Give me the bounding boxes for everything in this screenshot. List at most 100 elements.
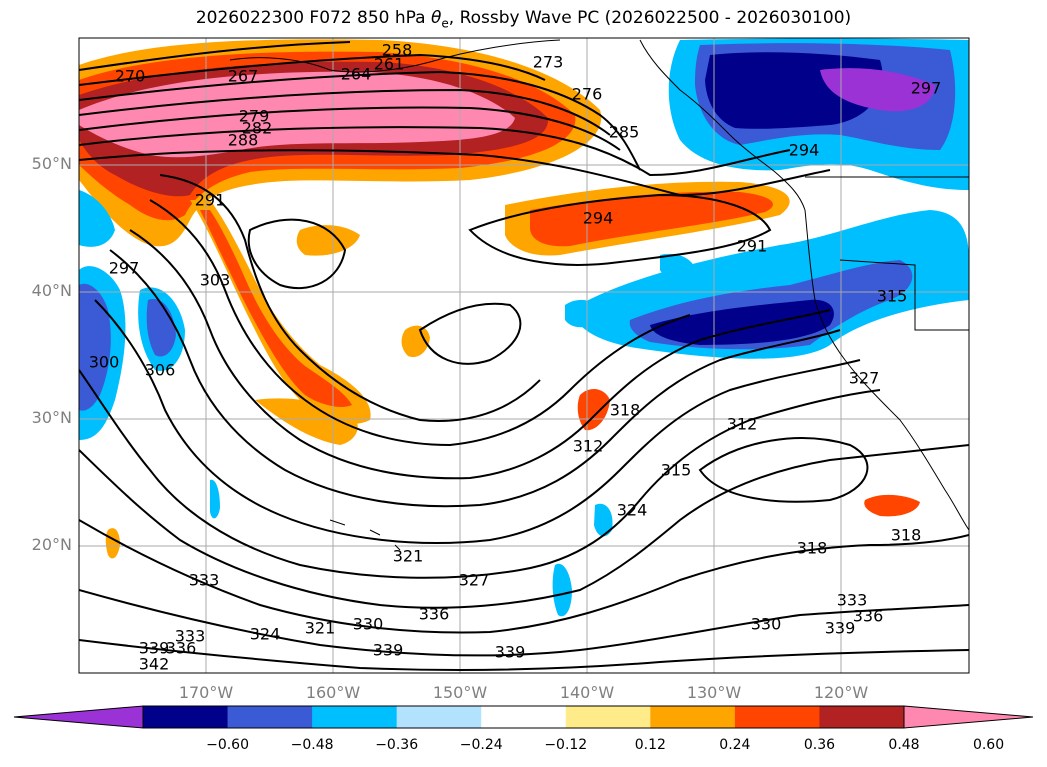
bc-coast bbox=[639, 39, 806, 211]
contour-line bbox=[79, 53, 546, 86]
tick-lon-140w: 140°W bbox=[559, 683, 615, 702]
contour-label: 327 bbox=[458, 570, 490, 590]
contour-label: 258 bbox=[381, 40, 413, 60]
colorbar-frame bbox=[142, 705, 905, 729]
tick-lon-130w: 130°W bbox=[686, 683, 742, 702]
map-title: 2026022300 F072 850 hPa θe, Rossby Wave … bbox=[195, 8, 852, 31]
map-plot-area bbox=[79, 38, 969, 673]
contour-label: 339 bbox=[372, 640, 404, 660]
contour-label: 285 bbox=[608, 122, 640, 142]
tick-lon-120w: 120°W bbox=[813, 683, 869, 702]
contour-line bbox=[247, 218, 347, 290]
contour-label: 339 bbox=[494, 642, 526, 662]
contour-label: 318 bbox=[890, 525, 922, 545]
contour-label: 279 bbox=[238, 106, 270, 126]
contour-line bbox=[149, 199, 691, 447]
contour-line bbox=[418, 302, 522, 365]
coastlines bbox=[229, 39, 969, 551]
contour-label: 336 bbox=[852, 606, 884, 626]
contour-label: 294 bbox=[582, 208, 614, 228]
contour-line bbox=[159, 174, 541, 422]
tick-lat-20: 20°N bbox=[31, 535, 72, 554]
contour-label: 282 bbox=[241, 118, 273, 138]
contour-label: 315 bbox=[876, 286, 908, 306]
colorbar-bin bbox=[734, 706, 820, 728]
contour-line bbox=[79, 126, 791, 177]
colorbar-tick-label: −0.12 bbox=[544, 737, 588, 753]
colorbar-bin bbox=[227, 706, 313, 728]
contour-label: 339 bbox=[824, 618, 856, 638]
contour-label: 330 bbox=[352, 614, 384, 634]
contour-line bbox=[109, 249, 841, 508]
contour-line bbox=[79, 149, 831, 197]
colorbar-extend-max bbox=[903, 705, 1034, 729]
contour-line bbox=[79, 589, 969, 657]
contour-label: 267 bbox=[227, 66, 259, 86]
contour-line bbox=[79, 444, 969, 609]
contour-label: 330 bbox=[750, 614, 782, 634]
contour-label: 336 bbox=[165, 638, 197, 658]
contour-label: 297 bbox=[108, 258, 140, 278]
tick-lon-170w: 170°W bbox=[178, 683, 234, 702]
contour-label: 261 bbox=[373, 54, 405, 74]
contour-label: 318 bbox=[609, 400, 641, 420]
contour-label: 294 bbox=[788, 140, 820, 160]
colorbar-tick-label: 0.36 bbox=[803, 737, 836, 753]
colorbar-tick-label: −0.60 bbox=[206, 737, 249, 753]
tick-lon-160w: 160°W bbox=[305, 683, 361, 702]
tick-lat-50: 50°N bbox=[31, 154, 72, 173]
colorbar-tick-label: −0.48 bbox=[290, 737, 334, 753]
contour-label: 291 bbox=[194, 190, 226, 210]
contour-label: 306 bbox=[144, 360, 176, 380]
contour-line bbox=[79, 70, 641, 171]
map-gridlines bbox=[79, 38, 969, 673]
alaska-coast bbox=[229, 39, 561, 73]
contour-label: 303 bbox=[199, 270, 231, 290]
contour-line bbox=[94, 299, 861, 544]
colorbar-tick-label: 0.48 bbox=[888, 737, 920, 753]
colorbar-bin bbox=[396, 706, 482, 728]
colorbar-bin bbox=[312, 706, 398, 728]
contour-label: 333 bbox=[836, 590, 868, 610]
contour-label: 324 bbox=[249, 624, 281, 644]
contour-label: 291 bbox=[736, 236, 768, 256]
contour-line bbox=[79, 369, 881, 579]
colorbar-tick-label: 0.24 bbox=[719, 737, 751, 753]
contour-line bbox=[79, 41, 351, 71]
hawaii-islands bbox=[329, 519, 401, 551]
colorbar-tick-label: −0.36 bbox=[375, 737, 419, 753]
colorbar bbox=[13, 705, 1034, 729]
contour-line bbox=[79, 88, 611, 136]
contour-line bbox=[79, 639, 969, 671]
colorbar-tick-label: 0.60 bbox=[972, 737, 1005, 753]
contour-line bbox=[79, 106, 621, 151]
contour-label: 318 bbox=[796, 538, 828, 558]
contour-label: 336 bbox=[418, 604, 450, 624]
contour-label: 273 bbox=[532, 52, 564, 72]
west-coast bbox=[804, 209, 969, 531]
contour-label: 264 bbox=[340, 64, 372, 84]
colorbar-tick-label: −0.24 bbox=[459, 737, 503, 753]
contour-label: 288 bbox=[227, 130, 259, 150]
contour-line bbox=[79, 519, 969, 634]
colorbar-bin bbox=[819, 706, 905, 728]
colorbar-tick-label: 0.12 bbox=[634, 737, 666, 753]
tick-lat-40: 40°N bbox=[31, 281, 72, 300]
contour-label: 321 bbox=[392, 546, 424, 566]
tick-lat-30: 30°N bbox=[31, 408, 72, 427]
contour-label: 297 bbox=[910, 78, 942, 98]
contour-label: 333 bbox=[174, 626, 206, 646]
colorbar-extend-min bbox=[13, 705, 144, 729]
colorbar-bin bbox=[143, 706, 229, 728]
contour-line bbox=[468, 193, 772, 266]
contour-label: 324 bbox=[616, 500, 648, 520]
colorbar-bin bbox=[565, 706, 651, 728]
contour-label: 276 bbox=[571, 84, 603, 104]
contour-label: 321 bbox=[304, 618, 336, 638]
state-borders bbox=[839, 259, 969, 331]
contour-label: 333 bbox=[188, 570, 220, 590]
contour-label: 270 bbox=[114, 66, 146, 86]
colorbar-bin bbox=[481, 706, 567, 728]
contour-label: 342 bbox=[138, 654, 170, 674]
